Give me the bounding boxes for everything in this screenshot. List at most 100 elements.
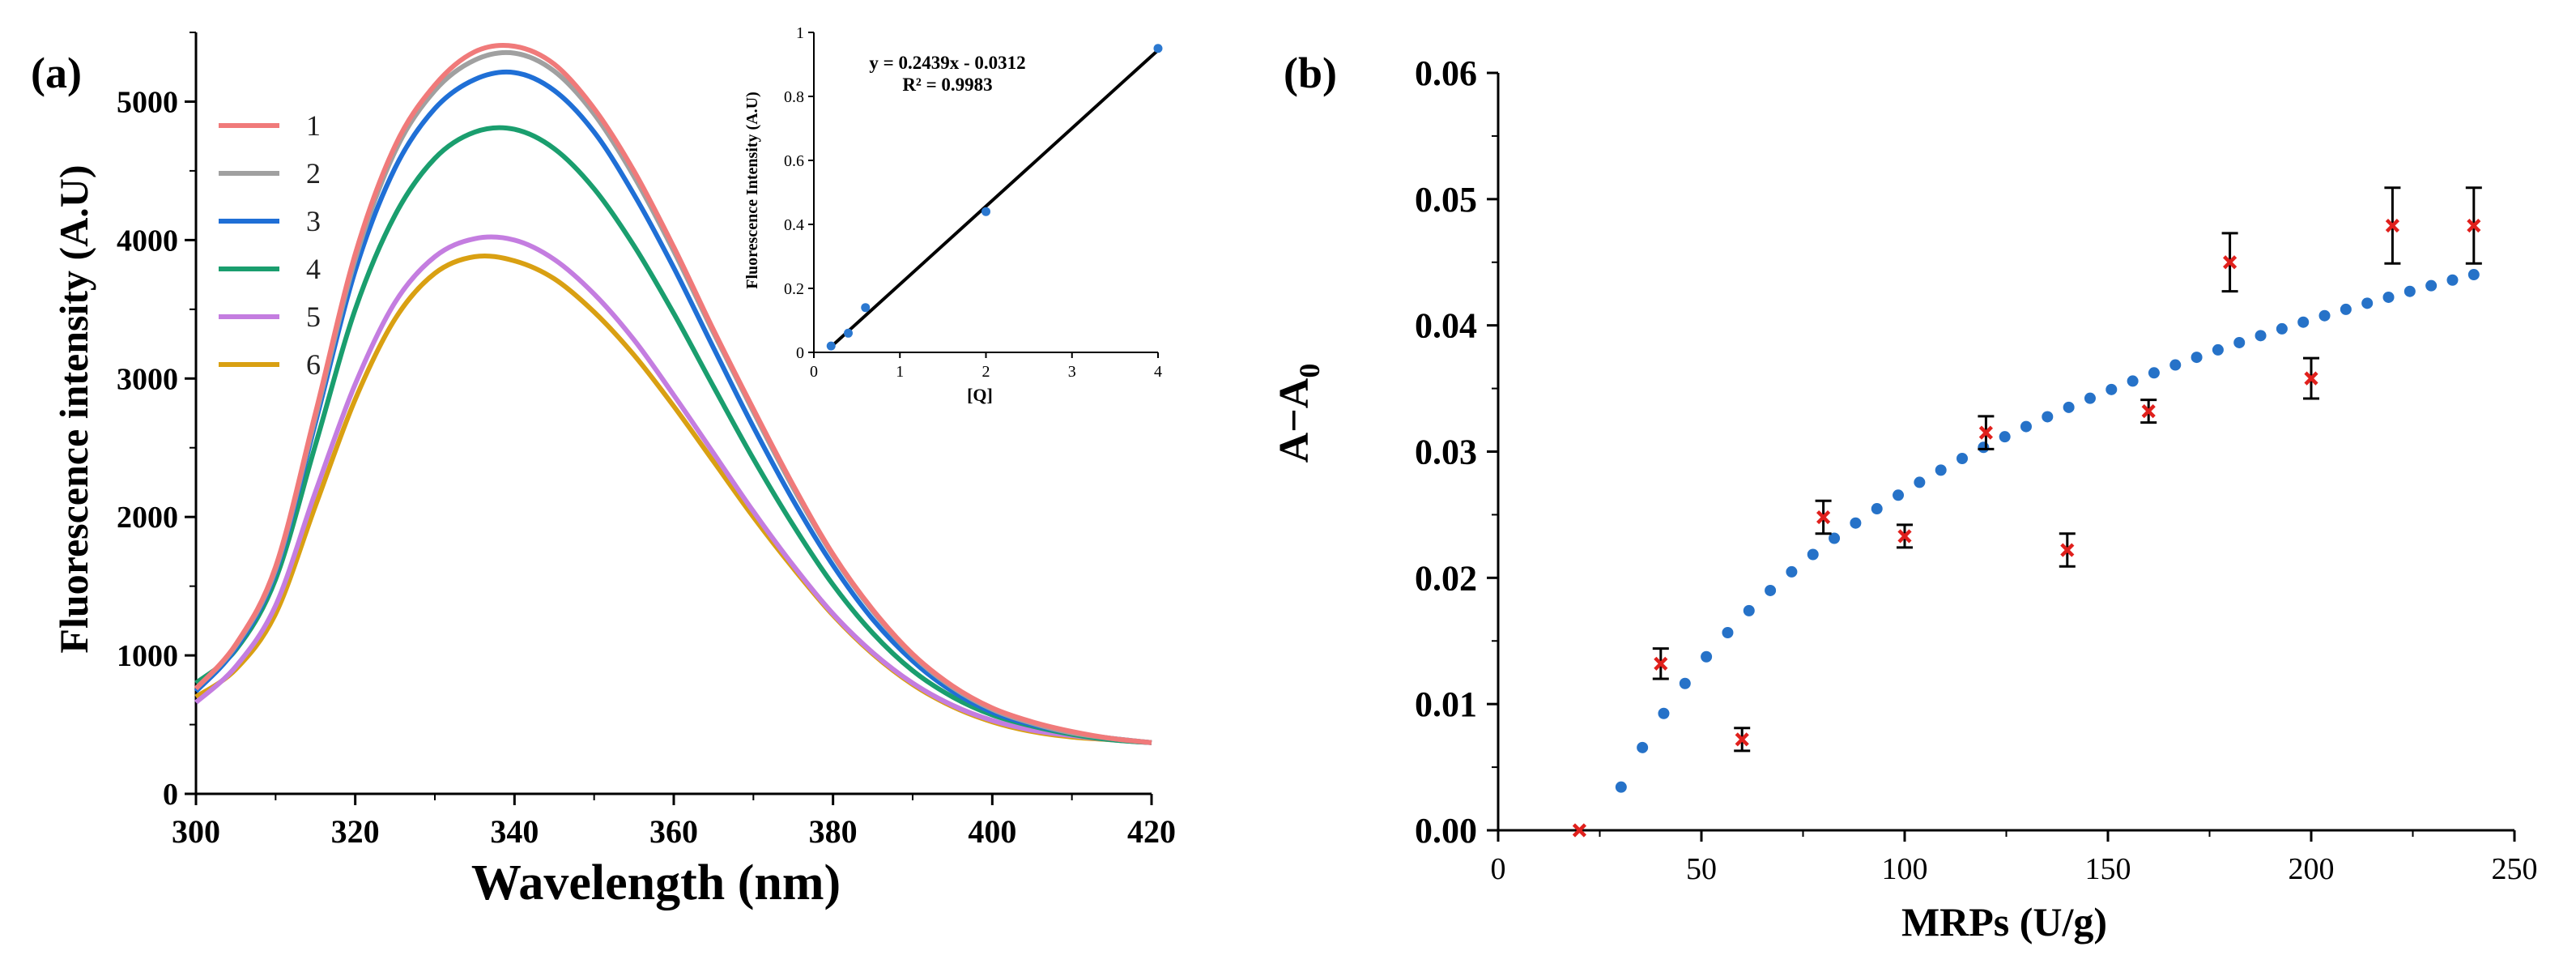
panel-b-fit-dot — [2361, 297, 2374, 309]
panel-b-data-point — [1654, 656, 1668, 671]
legend-label-5: 5 — [306, 301, 321, 333]
inset-x-tick-label: 3 — [1068, 363, 1076, 381]
panel-b-data-point — [1572, 823, 1586, 838]
panel-b-fit-curve — [1615, 269, 2480, 793]
panel-b-data-point — [2060, 543, 2075, 557]
inset-y-tick-label: 1 — [796, 24, 804, 42]
panel-a-legend: 1 2 3 4 5 6 — [219, 109, 321, 381]
panel-b-data-point — [2141, 404, 2156, 419]
panel-a: (a) 300 320 340 360 380 400 420010002000300040… — [31, 24, 1176, 910]
legend-label-2: 2 — [306, 157, 321, 190]
inset-axes: 0 1 2 3 4 0 0.2 0.4 0.6 0.8 1 — [784, 24, 1162, 381]
panel-b-fit-dot — [2382, 291, 2395, 303]
panel-b-y-tick-label: 0.04 — [1415, 306, 1477, 346]
panel-a-series-line-4 — [194, 125, 1152, 745]
panel-b-data-point — [2304, 371, 2318, 386]
panel-b-fit-dot — [2255, 330, 2267, 342]
panel-b-y-tick-label: 0.03 — [1415, 433, 1477, 472]
panel-a-x-axis-title: Wavelength (nm) — [471, 855, 841, 910]
panel-b-fit-dot — [1956, 452, 1969, 464]
panel-b-marker-stroke — [1978, 425, 1993, 440]
inset-data-point — [826, 341, 836, 351]
panel-a-y-tick-label: 1000 — [117, 639, 178, 673]
panel-b-data-point — [2385, 218, 2399, 233]
panel-b-data-points — [1572, 186, 2482, 838]
inset-marks — [826, 44, 1163, 351]
inset-data-point — [981, 207, 990, 216]
panel-a-series-line-1 — [194, 42, 1152, 745]
panel-a-inset: 0 1 2 3 4 0 0.2 0.4 0.6 0.8 1 y = 0.2439x - 0.0312… — [743, 24, 1163, 405]
panel-b-fit-dot — [2169, 359, 2182, 371]
panel-b-y-tick-label: 0.00 — [1415, 811, 1477, 851]
panel-b-marker-stroke — [1897, 529, 1912, 544]
panel-a-x-tick-label: 360 — [649, 813, 698, 850]
legend-label-3: 3 — [306, 205, 321, 237]
panel-b-data-point — [1897, 529, 1912, 544]
panel-a-y-tick-label: 4000 — [117, 224, 178, 258]
panel-b-y-axis-title-main: A−A — [1271, 377, 1318, 463]
panel-a-series — [194, 42, 1152, 745]
panel-b-x-tick-label: 50 — [1686, 852, 1717, 886]
inset-background — [814, 32, 1158, 352]
legend-label-4: 4 — [306, 253, 321, 285]
panel-b-fit-dot — [1786, 565, 1798, 578]
panel-b-label: (b) — [1284, 49, 1337, 97]
panel-b-fit-dot — [1999, 431, 2011, 443]
panel-a-y-tick-label: 5000 — [117, 85, 178, 119]
panel-b-fit-dot — [1722, 626, 1734, 638]
panel-a-x-tick-label: 320 — [331, 813, 380, 850]
panel-b: (b) 0 50 100 150 200 2500.000.010.020.030.040… — [1271, 49, 2538, 945]
panel-b-marker-stroke — [1816, 510, 1831, 525]
panel-b-data-point — [1816, 510, 1831, 525]
panel-b-fit-dot — [1871, 503, 1883, 515]
panel-b-marker-stroke — [2467, 218, 2481, 233]
panel-b-fit-dot — [2084, 392, 2096, 404]
inset-equation: y = 0.2439x - 0.0312 — [869, 53, 1025, 73]
panel-b-data-point — [1978, 425, 1993, 440]
panel-b-y-axis-title-subscript: 0 — [1293, 364, 1326, 378]
panel-b-fit-dot — [1978, 441, 1990, 454]
panel-b-fit-dot — [2148, 367, 2160, 379]
panel-a-y-tick-label: 0 — [163, 778, 178, 812]
legend-label-1: 1 — [306, 109, 321, 142]
panel-b-fit-dot — [2297, 316, 2310, 328]
panel-b-fit-dot — [2063, 401, 2075, 413]
panel-b-fit-dot — [2020, 420, 2032, 433]
panel-b-marker-stroke — [1654, 656, 1668, 671]
panel-a-label: (a) — [31, 49, 82, 97]
panel-b-x-axis-title: MRPs (U/g) — [1901, 899, 2107, 945]
panel-b-y-tick-label: 0.01 — [1415, 684, 1477, 724]
panel-b-fit-dot — [1893, 489, 1905, 501]
inset-y-tick-label: 0.6 — [784, 152, 804, 170]
panel-b-fit-dot — [2276, 322, 2288, 335]
panel-b-fit-dot — [2212, 343, 2224, 356]
panel-b-marker-stroke — [2141, 404, 2156, 419]
inset-y-tick-label: 0 — [796, 344, 804, 362]
panel-b-x-tick-label: 250 — [2492, 852, 2538, 886]
inset-y-tick-label: 0.2 — [784, 280, 804, 298]
panel-b-fit-dot — [1743, 604, 1755, 616]
panel-a-x-tick-label: 300 — [172, 813, 220, 850]
panel-b-fit-dot — [1679, 677, 1691, 689]
panel-a-y-axis-title: Fluorescence intensity (A.U) — [51, 164, 96, 653]
panel-b-axes: 0 50 100 150 200 250 0.00 0.01 0.02 0.03 0.04 0.05 0… — [1415, 53, 2538, 886]
panel-a-y-tick-label: 2000 — [117, 501, 178, 535]
panel-b-fit-dot — [1935, 464, 1947, 476]
inset-x-tick-label: 0 — [810, 363, 818, 381]
panel-b-fit-dot — [1850, 517, 1862, 529]
panel-a-x-tick-label: 420 — [1127, 813, 1176, 850]
panel-b-marker-stroke — [1572, 823, 1586, 838]
inset-y-tick-label: 0.8 — [784, 88, 804, 106]
panel-b-fit-dot — [1807, 548, 1819, 561]
panel-b-fit-dot — [2191, 352, 2203, 364]
panel-b-fit-dot — [1914, 476, 1926, 488]
panel-a-axes: 300 320 340 360 380 400 4200100020003000400050… — [117, 32, 1176, 850]
panel-b-marker-stroke — [2060, 543, 2075, 557]
panel-b-y-tick-label: 0.06 — [1415, 53, 1477, 93]
panel-b-fit-dot — [1765, 584, 1777, 596]
panel-b-y-tick-label: 0.02 — [1415, 558, 1477, 598]
inset-y-axis-title: Fluorescence Intensity (A.U) — [743, 92, 761, 288]
panel-b-fit-dot — [2425, 279, 2438, 292]
panel-b-fit-dot — [2106, 383, 2118, 395]
